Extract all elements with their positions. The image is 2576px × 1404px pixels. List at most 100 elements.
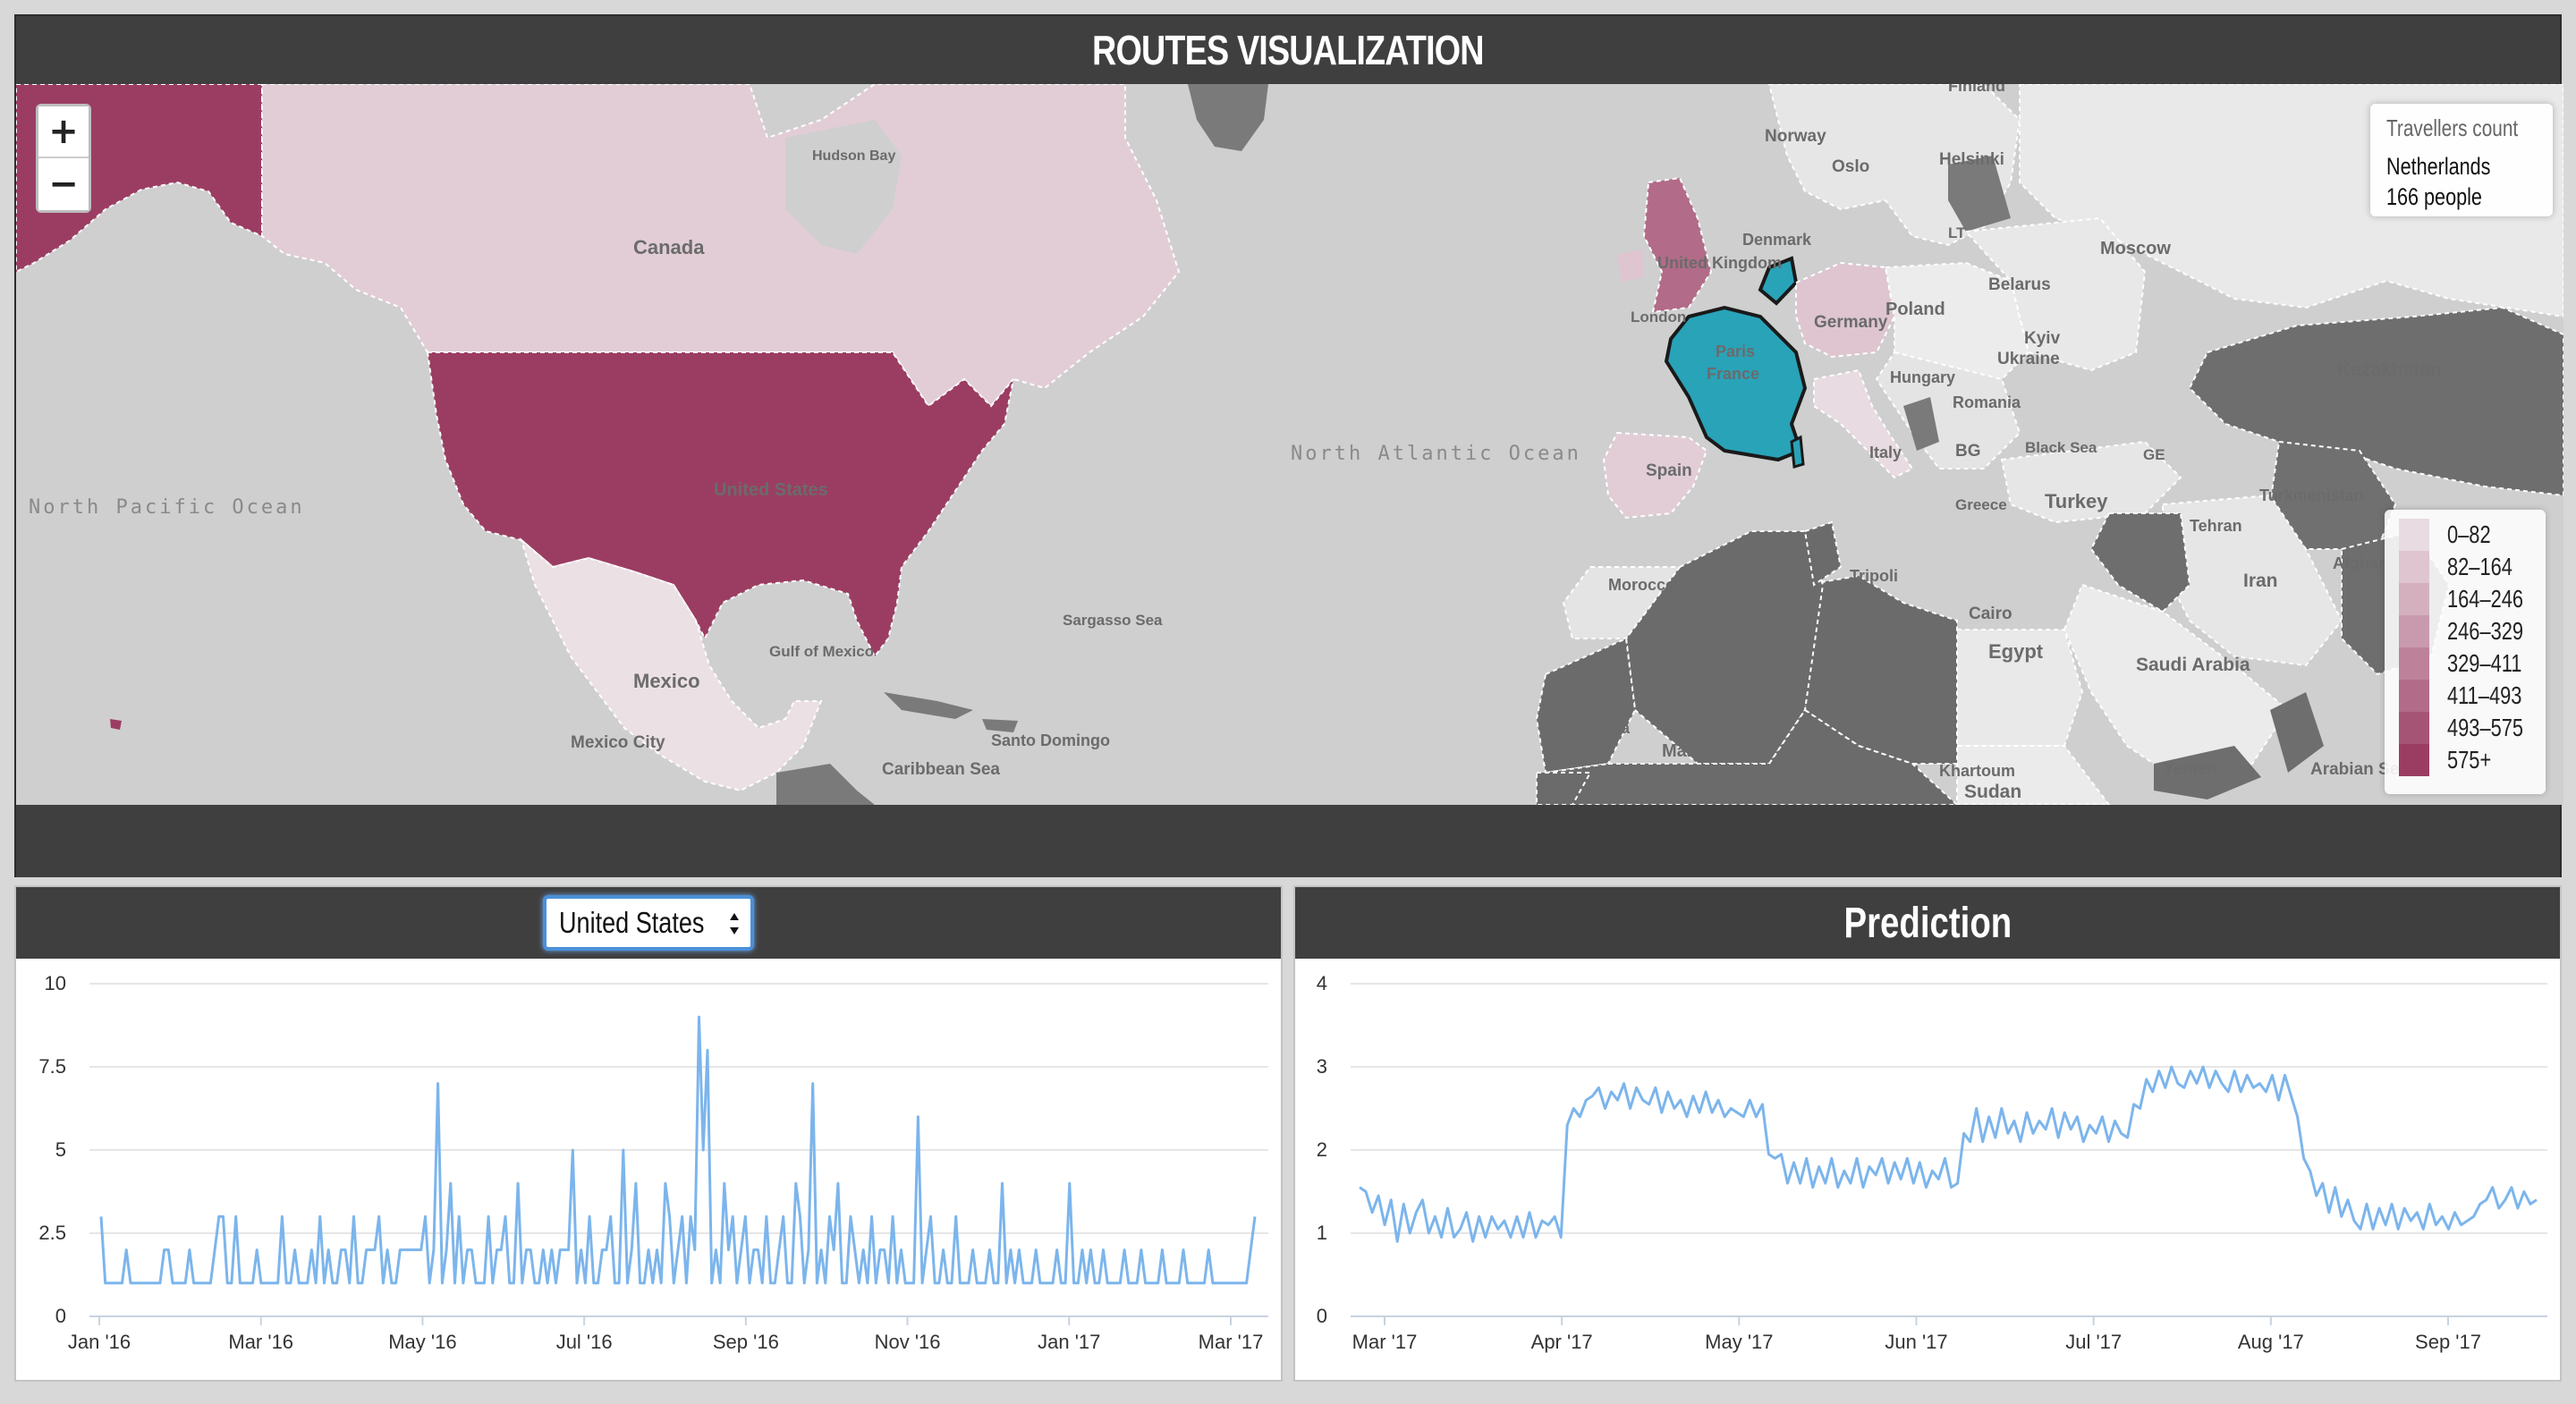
- country-italy: [1813, 368, 1914, 479]
- history-chart: 0 2.5 5 7.5 10 Jan '16 Mar '16 May '16 Jul '16 Se…: [16, 959, 1281, 1380]
- country-saudi-arabia: [2063, 583, 2290, 783]
- y-tick-label: 1: [1317, 1222, 1327, 1244]
- label-kyiv: Kyiv: [2024, 329, 2061, 348]
- label-niger: Niger: [1787, 741, 1833, 761]
- prediction-line-chart: 0 1 2 3 4 Mar '17 Apr '17 May '17 Jun '17 Jul '17…: [1317, 972, 2547, 1353]
- label-khartoum: Khartoum: [1939, 762, 2015, 780]
- y-tick-label: 3: [1317, 1055, 1327, 1078]
- label-sudan: Sudan: [1964, 782, 2021, 802]
- label-germany: Germany: [1814, 313, 1888, 332]
- x-tick-label: Jul '16: [556, 1331, 613, 1353]
- legend-row: 493–575: [2399, 712, 2546, 744]
- x-tick-label: Mar '17: [1352, 1331, 1418, 1353]
- label-hungary: Hungary: [1890, 368, 1955, 386]
- label-mexico: Mexico: [633, 670, 700, 692]
- label-black-sea: Black Sea: [2025, 439, 2097, 456]
- legend-row: 164–246: [2399, 583, 2546, 615]
- x-tick-label: Aug '17: [2238, 1331, 2304, 1353]
- label-mexico-city: Mexico City: [571, 733, 665, 752]
- legend-swatch: [2399, 647, 2429, 680]
- country-united-kingdom: [1642, 176, 1713, 314]
- label-chad: Chad: [1877, 764, 1919, 782]
- label-gulf-mexico: Gulf of Mexico: [769, 643, 874, 660]
- legend-swatch: [2399, 551, 2429, 583]
- legend-label: 164–246: [2447, 585, 2524, 613]
- label-mali: Mali: [1662, 741, 1697, 761]
- legend-swatch: [2399, 744, 2429, 776]
- label-iran: Iran: [2243, 571, 2278, 591]
- label-tehran: Tehran: [2190, 517, 2242, 535]
- legend-swatch: [2399, 615, 2429, 647]
- label-egypt: Egypt: [1988, 640, 2044, 663]
- y-tick-label: 0: [1317, 1305, 1327, 1327]
- label-algeria: Algeria: [1702, 622, 1767, 643]
- label-moscow: Moscow: [2100, 239, 2171, 258]
- label-kazakhstan: Kazakhstan: [2337, 359, 2442, 380]
- legend-label: 82–164: [2447, 553, 2512, 580]
- legend-row: 246–329: [2399, 615, 2546, 647]
- country-kazakhstan: [2188, 306, 2563, 497]
- history-chart-panel: United States 0 2.5 5 7.5 10 Jan '16 Mar '16 Ma…: [14, 885, 1283, 1382]
- label-morocco: Morocco: [1608, 576, 1675, 594]
- label-santo-domingo: Santo Domingo: [991, 732, 1110, 749]
- x-tick-label: May '17: [1705, 1331, 1773, 1353]
- title-bar: ROUTES VISUALIZATION: [16, 16, 2560, 84]
- y-tick-label: 5: [55, 1138, 66, 1161]
- label-lt: LT: [1948, 224, 1966, 241]
- legend-row: 82–164: [2399, 551, 2546, 583]
- y-tick-label: 2: [1317, 1138, 1327, 1161]
- country-select[interactable]: United States: [543, 895, 754, 951]
- country-libya: [1804, 574, 1958, 765]
- series-line: [99, 1015, 1257, 1285]
- info-heading: Travellers count: [2386, 114, 2519, 141]
- legend-row: 411–493: [2399, 680, 2546, 712]
- legend-label: 493–575: [2447, 714, 2524, 741]
- country-mexico: [520, 537, 823, 792]
- x-tick-label: Sep '17: [2415, 1331, 2481, 1353]
- label-saudi: Saudi Arabia: [2136, 655, 2250, 675]
- y-tick-label: 10: [45, 972, 66, 994]
- info-people: 166 people: [2386, 183, 2482, 210]
- x-tick-label: Nov '16: [875, 1331, 941, 1353]
- legend-label: 575+: [2447, 746, 2492, 774]
- label-oslo: Oslo: [1832, 157, 1869, 176]
- select-arrows-icon: [730, 913, 739, 935]
- label-norway: Norway: [1765, 127, 1826, 146]
- label-france: France: [1707, 365, 1759, 383]
- label-london: London: [1631, 309, 1686, 326]
- label-spain: Spain: [1646, 461, 1692, 480]
- legend-swatch: [2399, 712, 2429, 744]
- label-sargasso: Sargasso Sea: [1063, 612, 1163, 629]
- country-spain: [1602, 431, 1708, 520]
- country-select-value: United States: [559, 906, 705, 939]
- label-na-ocean: North Atlantic Ocean: [1291, 443, 1581, 465]
- y-tick-label: 4: [1317, 972, 1327, 994]
- legend-row: 575+: [2399, 744, 2546, 776]
- legend-label: 411–493: [2447, 681, 2522, 709]
- label-ge: GE: [2143, 446, 2165, 463]
- label-denmark: Denmark: [1742, 231, 1812, 249]
- label-poland: Poland: [1885, 300, 1945, 319]
- info-country: Netherlands: [2386, 153, 2491, 180]
- prediction-chart: 0 1 2 3 4 Mar '17 Apr '17 May '17 Jun '17 Jul '17…: [1295, 959, 2560, 1380]
- x-tick-label: Jul '17: [2065, 1331, 2122, 1353]
- prediction-chart-panel: Prediction 0 1 2 3 4 Mar '17 Apr '17 May '17 Jun…: [1293, 885, 2562, 1382]
- x-tick-label: May '16: [388, 1331, 456, 1353]
- zoom-control: + −: [36, 104, 91, 213]
- label-finland: Finland: [1948, 84, 2005, 95]
- label-hudson-bay: Hudson Bay: [812, 148, 895, 164]
- zoom-in-button[interactable]: +: [38, 106, 89, 158]
- legend-row: 329–411: [2399, 647, 2546, 680]
- label-romania: Romania: [1953, 393, 2021, 411]
- x-tick-label: Sep '16: [713, 1331, 779, 1353]
- zoom-out-button[interactable]: −: [38, 158, 89, 210]
- world-map[interactable]: Canada United States Mexico Mexico City …: [16, 84, 2563, 805]
- prediction-title: Prediction: [1843, 899, 2012, 947]
- map-basemap[interactable]: Canada United States Mexico Mexico City …: [16, 84, 2563, 805]
- page-title: ROUTES VISUALIZATION: [1092, 27, 1484, 73]
- legend-row: 0–82: [2399, 519, 2546, 551]
- country-germany: [1795, 261, 1896, 359]
- label-helsinki: Helsinki: [1939, 150, 2004, 169]
- x-tick-label: Jan '16: [68, 1331, 131, 1353]
